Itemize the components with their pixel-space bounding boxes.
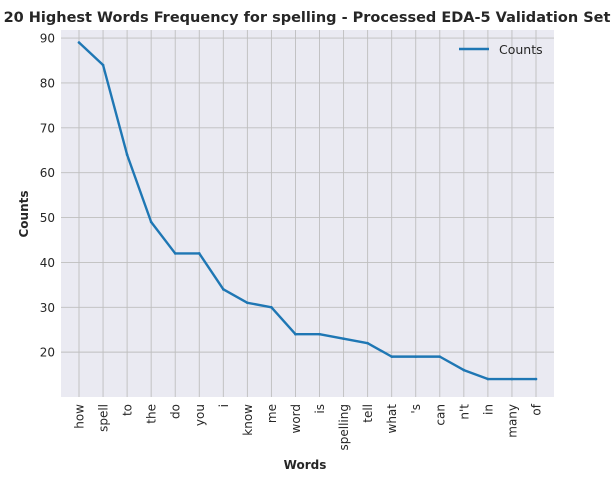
x-tick-label: many [505,404,519,438]
data-point [510,377,514,381]
x-tick-label: spelling [337,404,351,450]
x-tick-label: you [193,404,207,426]
x-tick-label: tell [361,404,375,423]
data-point [366,341,369,345]
data-point [173,252,177,255]
grid-lines [61,30,554,397]
x-tick-label: to [121,404,135,416]
data-point [534,377,538,381]
y-tick-labels: 20 30 40 50 60 70 80 90 [40,32,55,360]
y-tick-label: 30 [40,301,55,315]
data-point [486,377,490,381]
series-line-counts [77,41,538,381]
x-tick-label: in [481,404,495,415]
x-tick-label: can [433,404,447,426]
y-tick-label: 20 [40,346,55,360]
data-point [222,288,225,291]
x-tick-label: the [145,404,159,424]
x-tick-label: i [217,404,231,407]
data-point [342,337,345,340]
data-point [462,368,466,372]
y-tick-label: 70 [40,121,55,135]
legend: Counts [459,42,543,57]
data-point [414,355,418,358]
x-tick-label: how [73,404,87,429]
x-tick-label: know [241,404,255,436]
x-tick-label: n't [457,404,471,420]
x-tick-label: word [289,404,303,434]
y-tick-label: 40 [40,256,55,270]
x-tick-label: me [265,404,279,423]
data-point [77,41,81,44]
x-tick-label: spell [97,404,111,432]
y-tick-label: 90 [40,32,55,46]
x-tick-label: is [313,404,327,414]
chart-title: 20 Highest Words Frequency for spelling … [4,10,611,26]
data-point [438,355,442,358]
data-point [246,301,249,305]
data-point [318,332,321,336]
legend-label: Counts [499,42,543,57]
y-axis-label: Counts [17,190,31,237]
data-point [270,305,273,309]
x-tick-label: what [385,404,399,434]
y-tick-label: 60 [40,166,55,180]
data-point [101,63,105,67]
y-tick-label: 80 [40,76,55,90]
data-point [390,355,393,358]
data-point [294,332,297,336]
x-tick-label: do [169,404,183,419]
plot-area [61,30,554,397]
data-point [197,252,201,255]
x-tick-label: of [530,403,544,415]
data-point [149,220,153,224]
x-tick-label: 's [409,404,423,414]
series-layer [77,41,538,381]
y-tick-label: 50 [40,211,55,225]
x-tick-labels: how spell to the do you i know me word is spelling t… [73,403,544,450]
x-axis-label: Words [284,458,327,472]
data-point [125,153,129,157]
